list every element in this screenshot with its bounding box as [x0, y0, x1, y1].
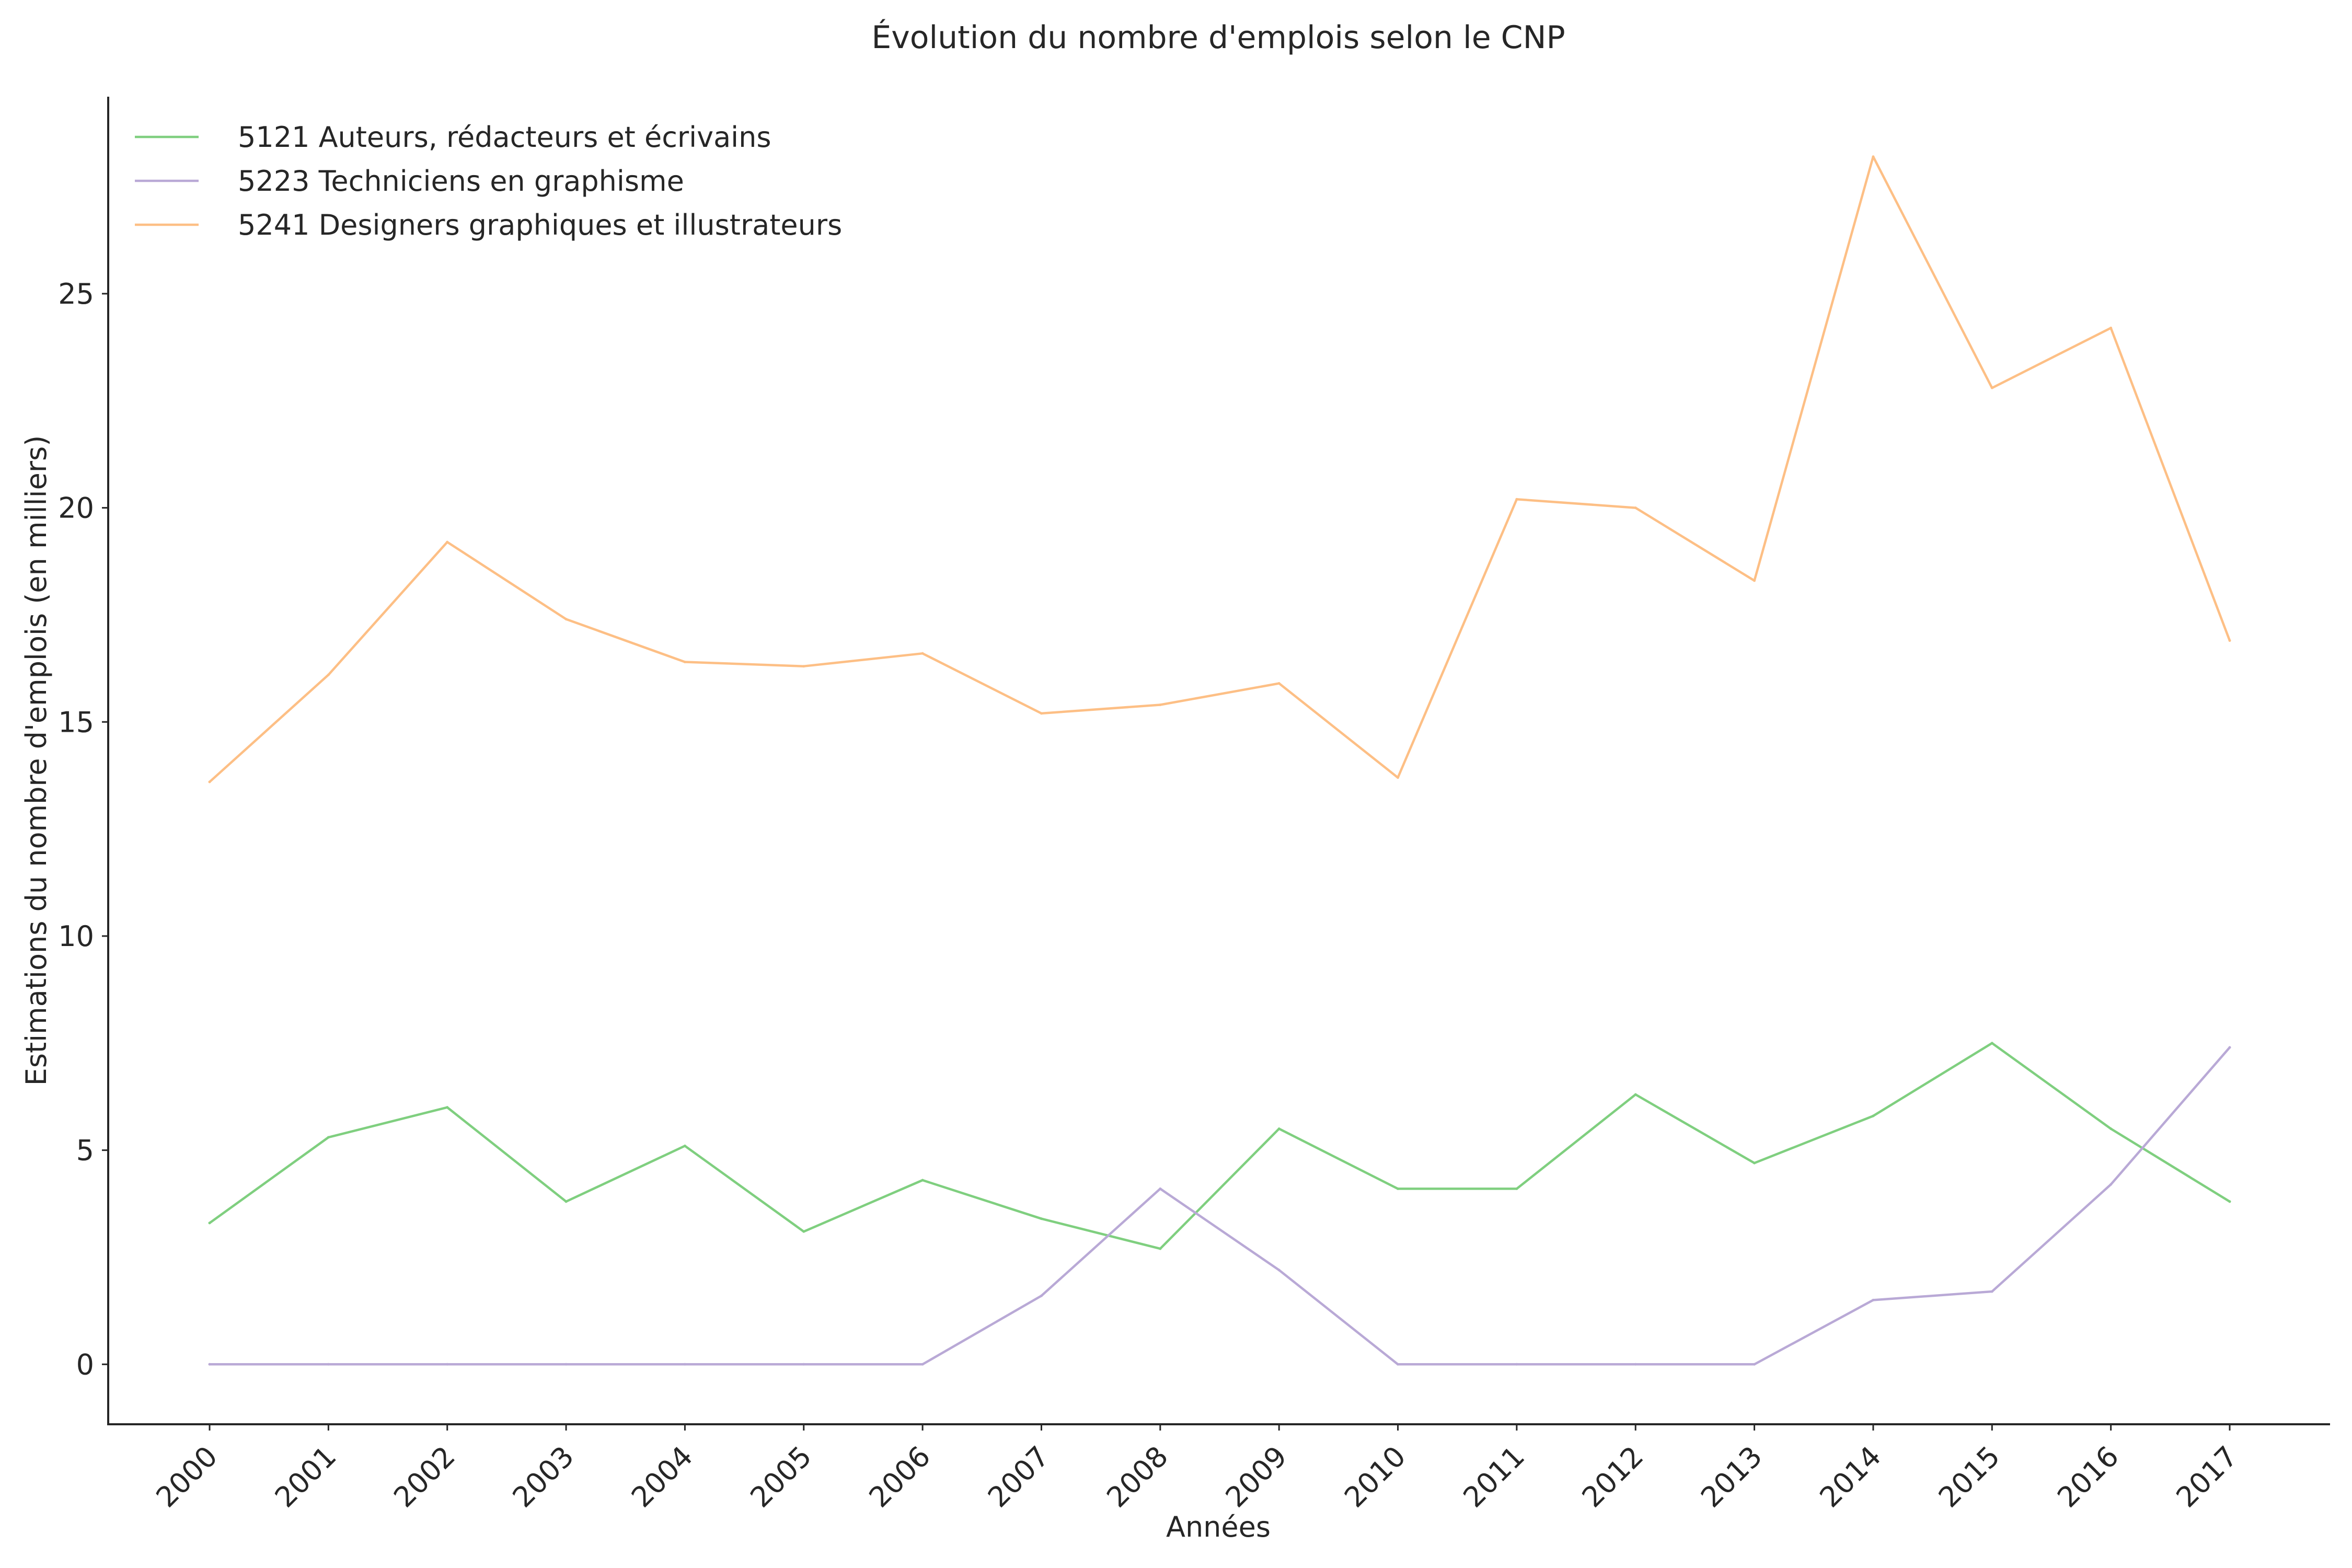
data-point [1159, 703, 1162, 706]
data-point [921, 652, 924, 655]
data-point [446, 1106, 449, 1109]
data-point [2109, 326, 2113, 329]
data-point [683, 1363, 686, 1366]
y-tick-label: 10 [58, 920, 94, 953]
data-point [1040, 1294, 1043, 1297]
legend-label: 5121 Auteurs, rédacteurs et écrivains [238, 121, 771, 154]
data-point [564, 1200, 568, 1203]
x-axis-ticks: 2000 2001 2002 2003 2004 2005 2006 2007 2008 2009… [149, 1424, 2244, 1514]
data-point [921, 1179, 924, 1182]
data-point [1397, 776, 1400, 779]
x-tick-label: 2017 [2170, 1440, 2244, 1514]
data-point [802, 1363, 805, 1366]
x-tick-label: 2001 [269, 1440, 343, 1514]
legend-label: 5241 Designers graphiques et illustrateu… [238, 209, 842, 241]
data-point [1515, 1363, 1518, 1366]
data-point [1634, 1093, 1637, 1096]
x-axis-label: Années [1166, 1511, 1271, 1543]
y-tick-label: 25 [58, 278, 94, 310]
data-point [1159, 1247, 1162, 1250]
data-point [2109, 1127, 2113, 1131]
data-point [683, 661, 686, 664]
data-point [1990, 386, 1993, 389]
data-point [1634, 506, 1637, 510]
data-point [1990, 1042, 1993, 1045]
y-tick-label: 20 [58, 492, 94, 525]
data-point [1277, 1127, 1281, 1131]
data-point [327, 1136, 330, 1139]
data-point [208, 1363, 211, 1366]
y-tick-label: 15 [58, 706, 94, 739]
data-point [1872, 1298, 1875, 1301]
series-lines [208, 155, 2231, 1366]
series-line-5223 [208, 1046, 2231, 1366]
x-tick-label: 2011 [1457, 1440, 1531, 1514]
x-tick-label: 2003 [506, 1440, 581, 1514]
data-point [1515, 1187, 1518, 1190]
data-point [1753, 1363, 1756, 1366]
data-point [1277, 682, 1281, 685]
x-tick-label: 2000 [149, 1440, 224, 1514]
x-tick-label: 2007 [982, 1440, 1056, 1514]
x-tick-label: 2010 [1338, 1440, 1412, 1514]
data-point [921, 1363, 924, 1366]
x-tick-label: 2012 [1576, 1440, 1650, 1514]
x-tick-label: 2013 [1694, 1440, 1769, 1514]
series-line-5121 [208, 1042, 2231, 1250]
x-tick-label: 2009 [1219, 1440, 1294, 1514]
chart-title: Évolution du nombre d'emplois selon le C… [871, 18, 1565, 56]
data-point [1753, 1161, 1756, 1165]
x-tick-label: 2014 [1813, 1440, 1887, 1514]
x-tick-label: 2002 [387, 1440, 462, 1514]
data-point [1397, 1363, 1400, 1366]
y-tick-label: 5 [76, 1134, 94, 1167]
x-tick-label: 2005 [744, 1440, 818, 1514]
axes-spines [107, 97, 2330, 1425]
x-tick-label: 2004 [625, 1440, 699, 1514]
data-point [327, 673, 330, 676]
data-point [802, 665, 805, 668]
data-point [1040, 712, 1043, 715]
data-point [1397, 1187, 1400, 1190]
y-tick-label: 0 [76, 1348, 94, 1381]
data-point [1634, 1363, 1637, 1366]
data-point [1159, 1187, 1162, 1190]
x-tick-label: 2006 [863, 1440, 937, 1514]
data-point [1872, 155, 1875, 158]
legend-label: 5223 Techniciens en graphisme [238, 165, 684, 198]
data-point [2228, 1200, 2231, 1203]
y-axis-ticks: 0 5 10 15 20 25 [58, 278, 108, 1381]
data-point [208, 1221, 211, 1225]
data-point [564, 618, 568, 621]
data-point [802, 1230, 805, 1233]
data-point [2228, 639, 2231, 642]
legend: 5121 Auteurs, rédacteurs et écrivains 522… [135, 121, 842, 241]
data-point [1872, 1114, 1875, 1117]
data-point [1753, 579, 1756, 582]
data-point [2228, 1046, 2231, 1049]
data-point [683, 1144, 686, 1147]
data-point [1515, 498, 1518, 501]
x-tick-label: 2015 [1932, 1440, 2007, 1514]
data-point [327, 1363, 330, 1366]
series-line-5241 [208, 155, 2231, 783]
data-point [1277, 1269, 1281, 1272]
data-point [2109, 1183, 2113, 1186]
x-tick-label: 2008 [1100, 1440, 1174, 1514]
y-axis-label: Estimations du nombre d'emplois (en mill… [20, 435, 53, 1086]
data-point [564, 1363, 568, 1366]
data-point [1990, 1290, 1993, 1293]
data-point [208, 780, 211, 783]
data-point [446, 540, 449, 544]
data-point [446, 1363, 449, 1366]
data-point [1040, 1217, 1043, 1220]
x-tick-label: 2016 [2051, 1440, 2125, 1514]
